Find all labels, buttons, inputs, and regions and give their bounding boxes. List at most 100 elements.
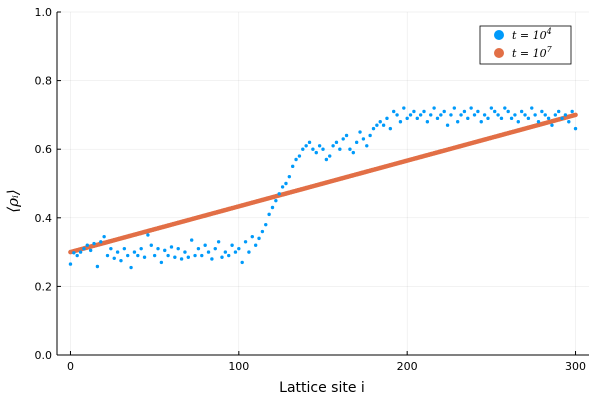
data-point-t1e4 (381, 123, 386, 127)
data-point-t1e4 (166, 253, 170, 258)
data-point-t1e4 (314, 150, 318, 155)
data-point-t1e4 (223, 250, 228, 254)
data-point-t1e4 (570, 109, 574, 114)
y-tick-label: 0.6 (35, 143, 53, 156)
data-point-t1e4 (78, 250, 83, 254)
data-point-t1e4 (152, 253, 157, 258)
data-point-t1e4 (173, 255, 177, 259)
data-point-t1e4 (186, 255, 191, 259)
data-point-t1e4 (496, 113, 500, 117)
data-point-t1e4 (311, 147, 315, 151)
data-point-t1e4 (375, 123, 379, 127)
data-point-t1e4 (301, 147, 305, 151)
data-point-t1e4 (435, 116, 440, 121)
data-point-t1e4 (445, 123, 450, 127)
data-point-t1e4 (297, 154, 302, 158)
data-point-t1e4 (280, 185, 285, 189)
x-tick-label: 100 (228, 360, 249, 373)
data-point-t1e4 (156, 246, 160, 251)
data-point-t1e4 (230, 243, 234, 247)
data-point-t1e4 (274, 198, 278, 203)
data-point-t1e4 (149, 243, 153, 247)
data-point-t1e4 (546, 116, 551, 121)
data-point-t1e4 (344, 133, 349, 138)
data-point-t1e4 (277, 192, 281, 196)
data-point-t1e4 (334, 140, 339, 145)
data-point-t1e4 (553, 113, 558, 117)
data-point-t1e4 (418, 113, 423, 117)
data-point-t1e4 (146, 233, 150, 237)
data-point-t1e4 (179, 257, 184, 261)
data-point-t1e4 (493, 109, 497, 114)
data-point-t1e4 (476, 109, 480, 114)
data-point-t1e4 (556, 109, 561, 114)
data-point-t1e4 (455, 120, 460, 124)
data-point-t1e4 (102, 234, 106, 239)
data-point-t1e4 (196, 246, 201, 251)
legend-label-t1e7: t = 107 (512, 45, 553, 60)
data-point-t1e4 (449, 113, 453, 117)
data-point-t1e4 (543, 113, 547, 117)
data-point-t1e4 (338, 147, 342, 151)
data-point-t1e4 (136, 253, 140, 258)
data-point-t1e4 (560, 116, 564, 121)
y-tick-label: 1.0 (35, 6, 53, 19)
data-point-t1e4 (260, 229, 265, 234)
data-point-t1e4 (95, 264, 100, 269)
data-point-t1e4 (331, 144, 335, 148)
data-point-t1e4 (307, 140, 312, 145)
data-point-t1e4 (216, 240, 221, 244)
data-point-t1e4 (452, 106, 457, 110)
data-point-t1e4 (290, 164, 295, 169)
data-point-t1e4 (395, 113, 399, 117)
y-tick-label: 0.0 (35, 349, 53, 362)
data-point-t1e4 (536, 120, 541, 124)
data-point-t1e4 (105, 253, 110, 258)
data-point-t1e4 (139, 246, 143, 251)
data-point-t1e4 (200, 253, 204, 258)
data-point-t1e4 (321, 147, 325, 151)
data-point-t1e4 (361, 137, 366, 141)
data-point-t1e4 (412, 109, 416, 114)
y-tick-label: 0.4 (35, 212, 53, 225)
data-point-t1e4 (408, 113, 413, 117)
y-tick-label: 0.2 (35, 280, 53, 293)
data-point-t1e4 (405, 116, 409, 121)
data-point-t1e4 (227, 253, 231, 258)
data-point-t1e4 (176, 246, 180, 251)
data-point-t1e4 (206, 250, 211, 254)
data-point-t1e4 (482, 113, 487, 117)
data-point-t1e4 (92, 241, 96, 246)
data-point-t1e4 (210, 257, 214, 261)
data-point-t1e4 (499, 116, 504, 121)
data-point-t1e4 (109, 246, 113, 251)
data-point-t1e4 (432, 106, 436, 110)
data-point-t1e4 (509, 116, 514, 121)
data-point-t1e4 (550, 123, 554, 127)
data-point-t1e4 (358, 130, 362, 134)
data-point-t1e4 (398, 120, 403, 124)
data-point-t1e4 (526, 116, 531, 121)
data-point-t1e4 (243, 240, 248, 244)
data-point-t1e4 (402, 106, 406, 110)
data-point-t1e4 (567, 120, 571, 124)
data-point-t1e4 (371, 126, 376, 131)
x-tick-label: 200 (397, 360, 418, 373)
data-point-t1e4 (324, 157, 329, 162)
data-point-t1e4 (425, 120, 430, 124)
data-point-t1e4 (354, 140, 359, 145)
axes-layer: 0 100 200 300 0.0 0.2 0.4 0.6 0.8 1.0 (35, 6, 589, 373)
data-point-t1e4 (75, 253, 79, 258)
data-point-t1e4 (240, 260, 244, 265)
data-point-t1e4 (237, 246, 241, 251)
data-point-t1e4 (459, 113, 463, 117)
legend: t = 104 t = 107 (479, 25, 572, 65)
data-point-t1e4 (270, 205, 275, 210)
data-point-t1e4 (142, 255, 147, 259)
data-point-t1e4 (415, 116, 419, 121)
data-point-t1e4 (203, 243, 207, 247)
data-point-t1e4 (472, 113, 477, 117)
data-point-t1e4 (72, 251, 76, 255)
series-t1e7-layer (68, 112, 578, 255)
